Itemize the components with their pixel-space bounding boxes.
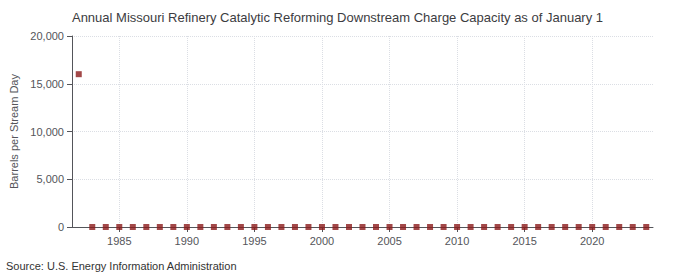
svg-text:1990: 1990 xyxy=(175,235,199,247)
svg-text:15,000: 15,000 xyxy=(30,78,64,90)
svg-text:0: 0 xyxy=(58,221,64,233)
svg-text:2005: 2005 xyxy=(377,235,401,247)
svg-text:2010: 2010 xyxy=(445,235,469,247)
svg-text:Annual Missouri Refinery Catal: Annual Missouri Refinery Catalytic Refor… xyxy=(72,10,603,25)
svg-text:2015: 2015 xyxy=(512,235,536,247)
svg-text:20,000: 20,000 xyxy=(30,30,64,42)
svg-text:1985: 1985 xyxy=(107,235,131,247)
svg-text:Source: U.S. Energy Informatio: Source: U.S. Energy Information Administ… xyxy=(6,260,237,272)
svg-text:2000: 2000 xyxy=(310,235,334,247)
svg-text:2020: 2020 xyxy=(580,235,604,247)
svg-text:1995: 1995 xyxy=(242,235,266,247)
svg-text:10,000: 10,000 xyxy=(30,126,64,138)
svg-text:5,000: 5,000 xyxy=(36,173,64,185)
svg-text:Barrels per Stream Day: Barrels per Stream Day xyxy=(8,74,20,189)
